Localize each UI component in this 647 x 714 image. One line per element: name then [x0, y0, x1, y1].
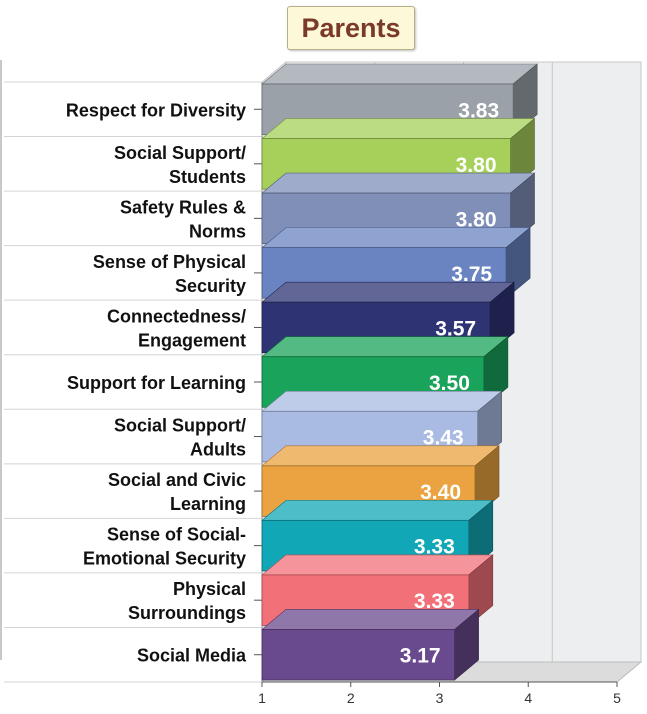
chart-title-text: Parents: [301, 12, 401, 43]
category-label: Safety Rules &: [120, 197, 246, 217]
bar-value-label: 3.43: [423, 427, 464, 450]
x-tick-label: 5: [613, 690, 621, 706]
bar-value-label: 3.80: [456, 154, 497, 177]
category-label: Adults: [190, 440, 246, 460]
bar-value-label: 3.80: [456, 208, 497, 231]
category-label: Social Media: [137, 646, 247, 666]
category-label: Respect for Diversity: [66, 100, 246, 120]
bar-top-face: [261, 500, 494, 521]
bar-top-face: [261, 227, 531, 248]
bar-top-face: [261, 390, 503, 412]
category-label: Students: [169, 167, 246, 187]
category-label: Learning: [170, 494, 246, 514]
category-label: Engagement: [138, 330, 246, 350]
bar-value-label: 3.33: [414, 590, 455, 613]
category-label: Sense of Physical: [93, 252, 246, 272]
bar-top-face: [261, 554, 494, 576]
bar-top-face: [261, 609, 480, 630]
bar-top-face: [261, 118, 536, 139]
bar-value-label: 3.40: [420, 481, 461, 504]
category-label: Social and Civic: [108, 470, 246, 490]
x-tick-label: 1: [258, 690, 266, 706]
x-tick-label: 4: [524, 690, 532, 706]
bar-top-face: [261, 172, 536, 194]
category-label: Security: [175, 276, 246, 296]
category-label: Social Support/: [114, 143, 246, 163]
category-label: Support for Learning: [67, 373, 246, 393]
bar: [261, 629, 455, 681]
left-edge-line: [0, 60, 2, 660]
bar-value-label: 3.33: [414, 536, 455, 559]
bar-value-label: 3.57: [435, 317, 476, 340]
bar-top-face: [261, 63, 538, 85]
bar-top-face: [261, 281, 515, 303]
bar-value-label: 3.17: [400, 645, 441, 668]
bar-value-label: 3.50: [429, 372, 470, 395]
bar-value-label: 3.75: [451, 263, 492, 286]
bar-value-label: 3.83: [458, 99, 499, 122]
category-label: Physical: [173, 579, 246, 599]
x-tick-label: 3: [436, 690, 444, 706]
chart-title: Parents: [287, 6, 415, 50]
category-label: Sense of Social-: [107, 525, 246, 545]
bar-top-face: [261, 336, 509, 358]
x-tick-label: 2: [347, 690, 355, 706]
category-label: Surroundings: [128, 603, 246, 623]
category-label: Social Support/: [114, 416, 246, 436]
bar-top-face: [261, 445, 500, 467]
category-label: Connectedness/: [107, 306, 246, 326]
category-label: Norms: [189, 221, 246, 241]
category-label: Emotional Security: [83, 549, 246, 569]
